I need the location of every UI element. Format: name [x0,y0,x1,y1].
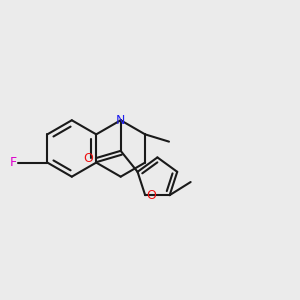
Text: F: F [10,156,17,169]
Text: O: O [147,189,157,202]
Text: N: N [116,114,125,127]
Text: O: O [83,152,93,165]
